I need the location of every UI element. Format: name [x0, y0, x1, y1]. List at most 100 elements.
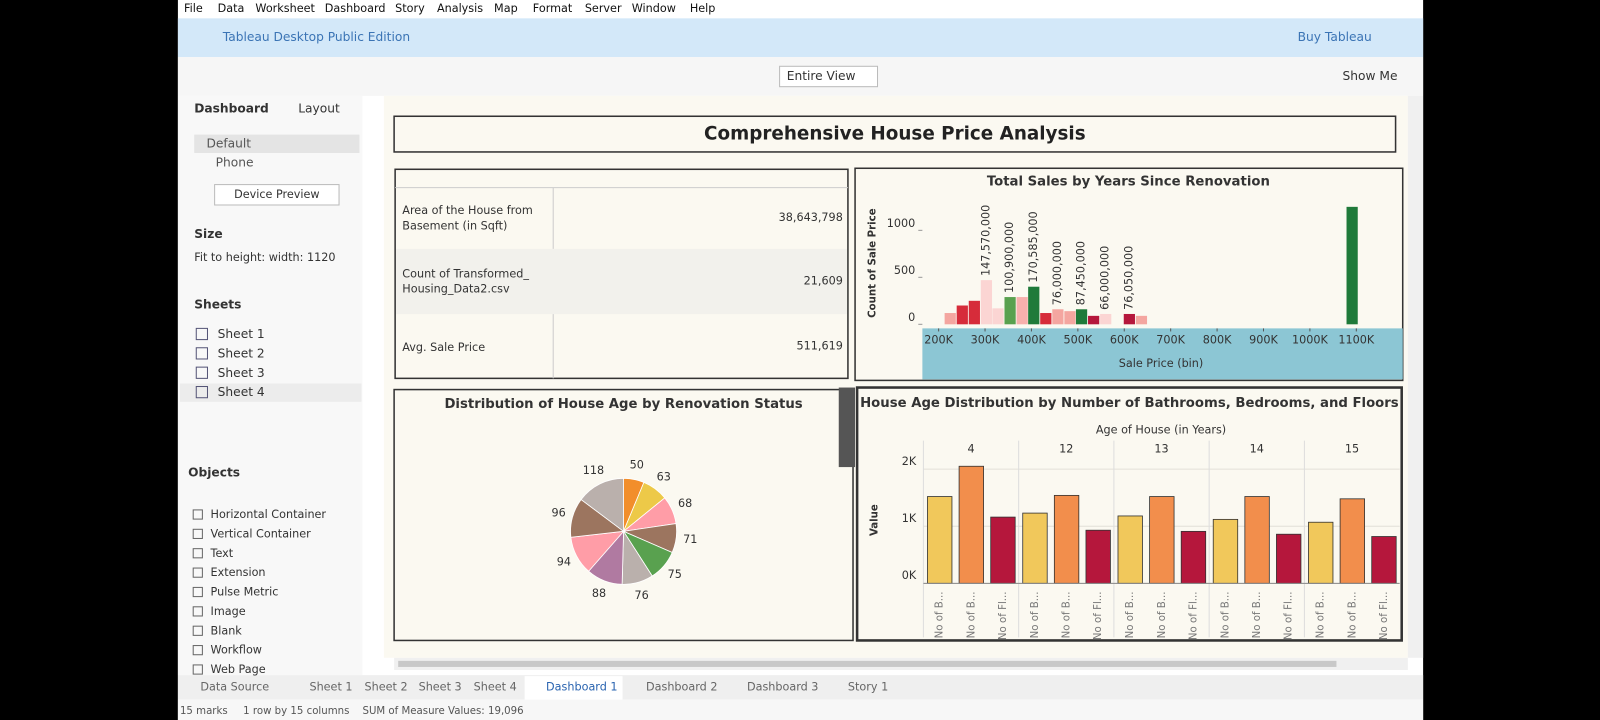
bar-category-label: No of Fl... — [1284, 592, 1295, 641]
y-tick-label: 2K — [902, 455, 917, 468]
pie-label: 75 — [668, 568, 682, 581]
status-item: SUM of Measure Values: 19,096 — [362, 706, 523, 717]
column-header: Age of House (in Years) — [1096, 423, 1226, 436]
sheet-item[interactable]: Sheet 4 — [218, 385, 265, 399]
sheet-item[interactable]: Sheet 3 — [218, 366, 265, 380]
menu-item[interactable]: Map — [494, 2, 518, 15]
v-scrollbar[interactable] — [1407, 95, 1424, 658]
x-tick-label: 900K — [1249, 334, 1278, 347]
object-item[interactable]: Vertical Container — [211, 527, 312, 540]
view-dropdown[interactable] — [779, 65, 879, 88]
menu-item[interactable]: Window — [632, 2, 676, 15]
device-preview[interactable]: Device Preview — [234, 188, 319, 201]
y-tick-label: 0 — [908, 311, 915, 324]
x-tick-label: 1100K — [1338, 334, 1375, 347]
h-scroll-thumb[interactable] — [398, 660, 1337, 667]
size-value[interactable]: Fit to height: width: 1120 — [194, 251, 335, 264]
sheet-item[interactable]: Sheet 1 — [218, 327, 265, 341]
group-label: 4 — [967, 443, 974, 456]
menu-item[interactable]: Story — [395, 2, 425, 15]
bar-category-label: No of Fl... — [998, 592, 1009, 641]
group-label: 13 — [1154, 443, 1168, 456]
menu-item[interactable]: Data — [218, 2, 245, 15]
sheet-tab[interactable]: Data Source — [200, 680, 269, 693]
device-option[interactable]: Default — [206, 136, 251, 150]
bar — [1100, 313, 1112, 325]
bar — [1212, 518, 1239, 584]
table-label-box: Count of Transformed_ Housing_Data2.csv — [402, 267, 529, 296]
object-item[interactable]: Web Page — [211, 663, 266, 676]
table-row-label: Area of the House from Basement (in Sqft… — [402, 203, 533, 233]
y-tick-label: 1000 — [887, 217, 916, 230]
object-item[interactable]: Workflow — [211, 644, 262, 657]
device-selected — [194, 134, 360, 153]
sheet-tab[interactable]: Sheet 2 — [365, 680, 408, 693]
menu-item[interactable]: Worksheet — [255, 2, 315, 15]
active-tab — [524, 676, 623, 700]
object-item[interactable]: Text — [210, 547, 234, 560]
object-item[interactable]: Blank — [211, 624, 243, 637]
bar — [1075, 309, 1088, 325]
x-tick-label: 400K — [1017, 334, 1046, 347]
status-bar — [177, 699, 1424, 720]
y-axis-label: Count of Sale Price — [867, 208, 878, 318]
bar-category-label: No of B... — [1220, 592, 1231, 639]
chart-title: Distribution of House Age by Renovation … — [444, 397, 802, 412]
bar — [1088, 315, 1100, 325]
bar — [1244, 496, 1270, 584]
sheet-tab[interactable]: Dashboard 2 — [646, 680, 717, 693]
size-heading: Size — [194, 227, 222, 241]
sheet-selected — [179, 383, 362, 402]
object-item[interactable]: Image — [211, 605, 246, 618]
bar-category-label: No of Fl... — [1093, 592, 1104, 641]
sheet-item[interactable]: Sheet 2 — [218, 346, 265, 360]
view-label[interactable]: Entire View — [787, 69, 856, 83]
status-item: 15 marks — [180, 706, 228, 717]
bar — [958, 465, 984, 584]
sidebar-tab[interactable]: Layout — [298, 102, 340, 116]
sheet-tab[interactable]: Sheet 4 — [474, 680, 517, 693]
object-item[interactable]: Pulse Metric — [211, 586, 279, 599]
menu-item[interactable]: Server — [585, 2, 622, 15]
pie-label: 96 — [551, 507, 565, 520]
bar — [1123, 313, 1135, 325]
sheet-tab[interactable]: Sheet 3 — [419, 680, 462, 693]
bar-category-label: No of B... — [1347, 592, 1358, 639]
device-option[interactable]: Phone — [216, 156, 254, 170]
object-item[interactable]: Horizontal Container — [211, 508, 327, 521]
chart-title: House Age Distribution by Number of Bath… — [860, 396, 1399, 411]
bar — [980, 280, 993, 325]
bar-category-label: No of B... — [1125, 592, 1136, 639]
menu-item[interactable]: File — [184, 2, 203, 15]
sheet-tab[interactable]: Dashboard 3 — [747, 680, 818, 693]
bar-category-label: No of B... — [1062, 592, 1073, 639]
pie-slice — [580, 477, 624, 533]
bar-value-label: 147,570,000 — [979, 205, 992, 276]
menu-item[interactable]: Help — [690, 2, 716, 15]
object-item[interactable]: Extension — [211, 566, 266, 579]
object-icon — [192, 509, 203, 520]
pie-label: 68 — [678, 497, 692, 510]
bar — [1371, 536, 1397, 584]
status-item: 1 row by 15 columns — [243, 706, 349, 717]
x-axis-label: Sale Price (bin) — [1119, 357, 1204, 370]
table-row-label: Avg. Sale Price — [402, 340, 486, 354]
bar-category-label: No of B... — [1252, 592, 1263, 639]
sidebar-tab[interactable]: Dashboard — [194, 102, 269, 116]
sheet-tab[interactable]: Story 1 — [848, 680, 888, 693]
app-bar — [177, 18, 1424, 58]
device-preview-button[interactable] — [214, 184, 340, 206]
bar-category-label: No of B... — [1157, 592, 1168, 639]
menu-item[interactable]: Dashboard — [325, 2, 386, 15]
bar — [1022, 512, 1048, 584]
menu-item[interactable]: Format — [533, 2, 573, 15]
menu-item[interactable]: Analysis — [437, 2, 483, 15]
floating-toolbar[interactable] — [838, 387, 856, 468]
buy-link[interactable]: Buy Tableau — [1298, 30, 1372, 44]
app-title: Tableau Desktop Public Edition — [222, 30, 410, 44]
sheet-tab[interactable]: Sheet 1 — [309, 680, 352, 693]
show-me[interactable]: Show Me — [1343, 69, 1398, 83]
sheet-tab[interactable]: Dashboard 1 — [546, 680, 617, 693]
table-row-bg — [396, 248, 847, 315]
bar — [968, 300, 980, 325]
